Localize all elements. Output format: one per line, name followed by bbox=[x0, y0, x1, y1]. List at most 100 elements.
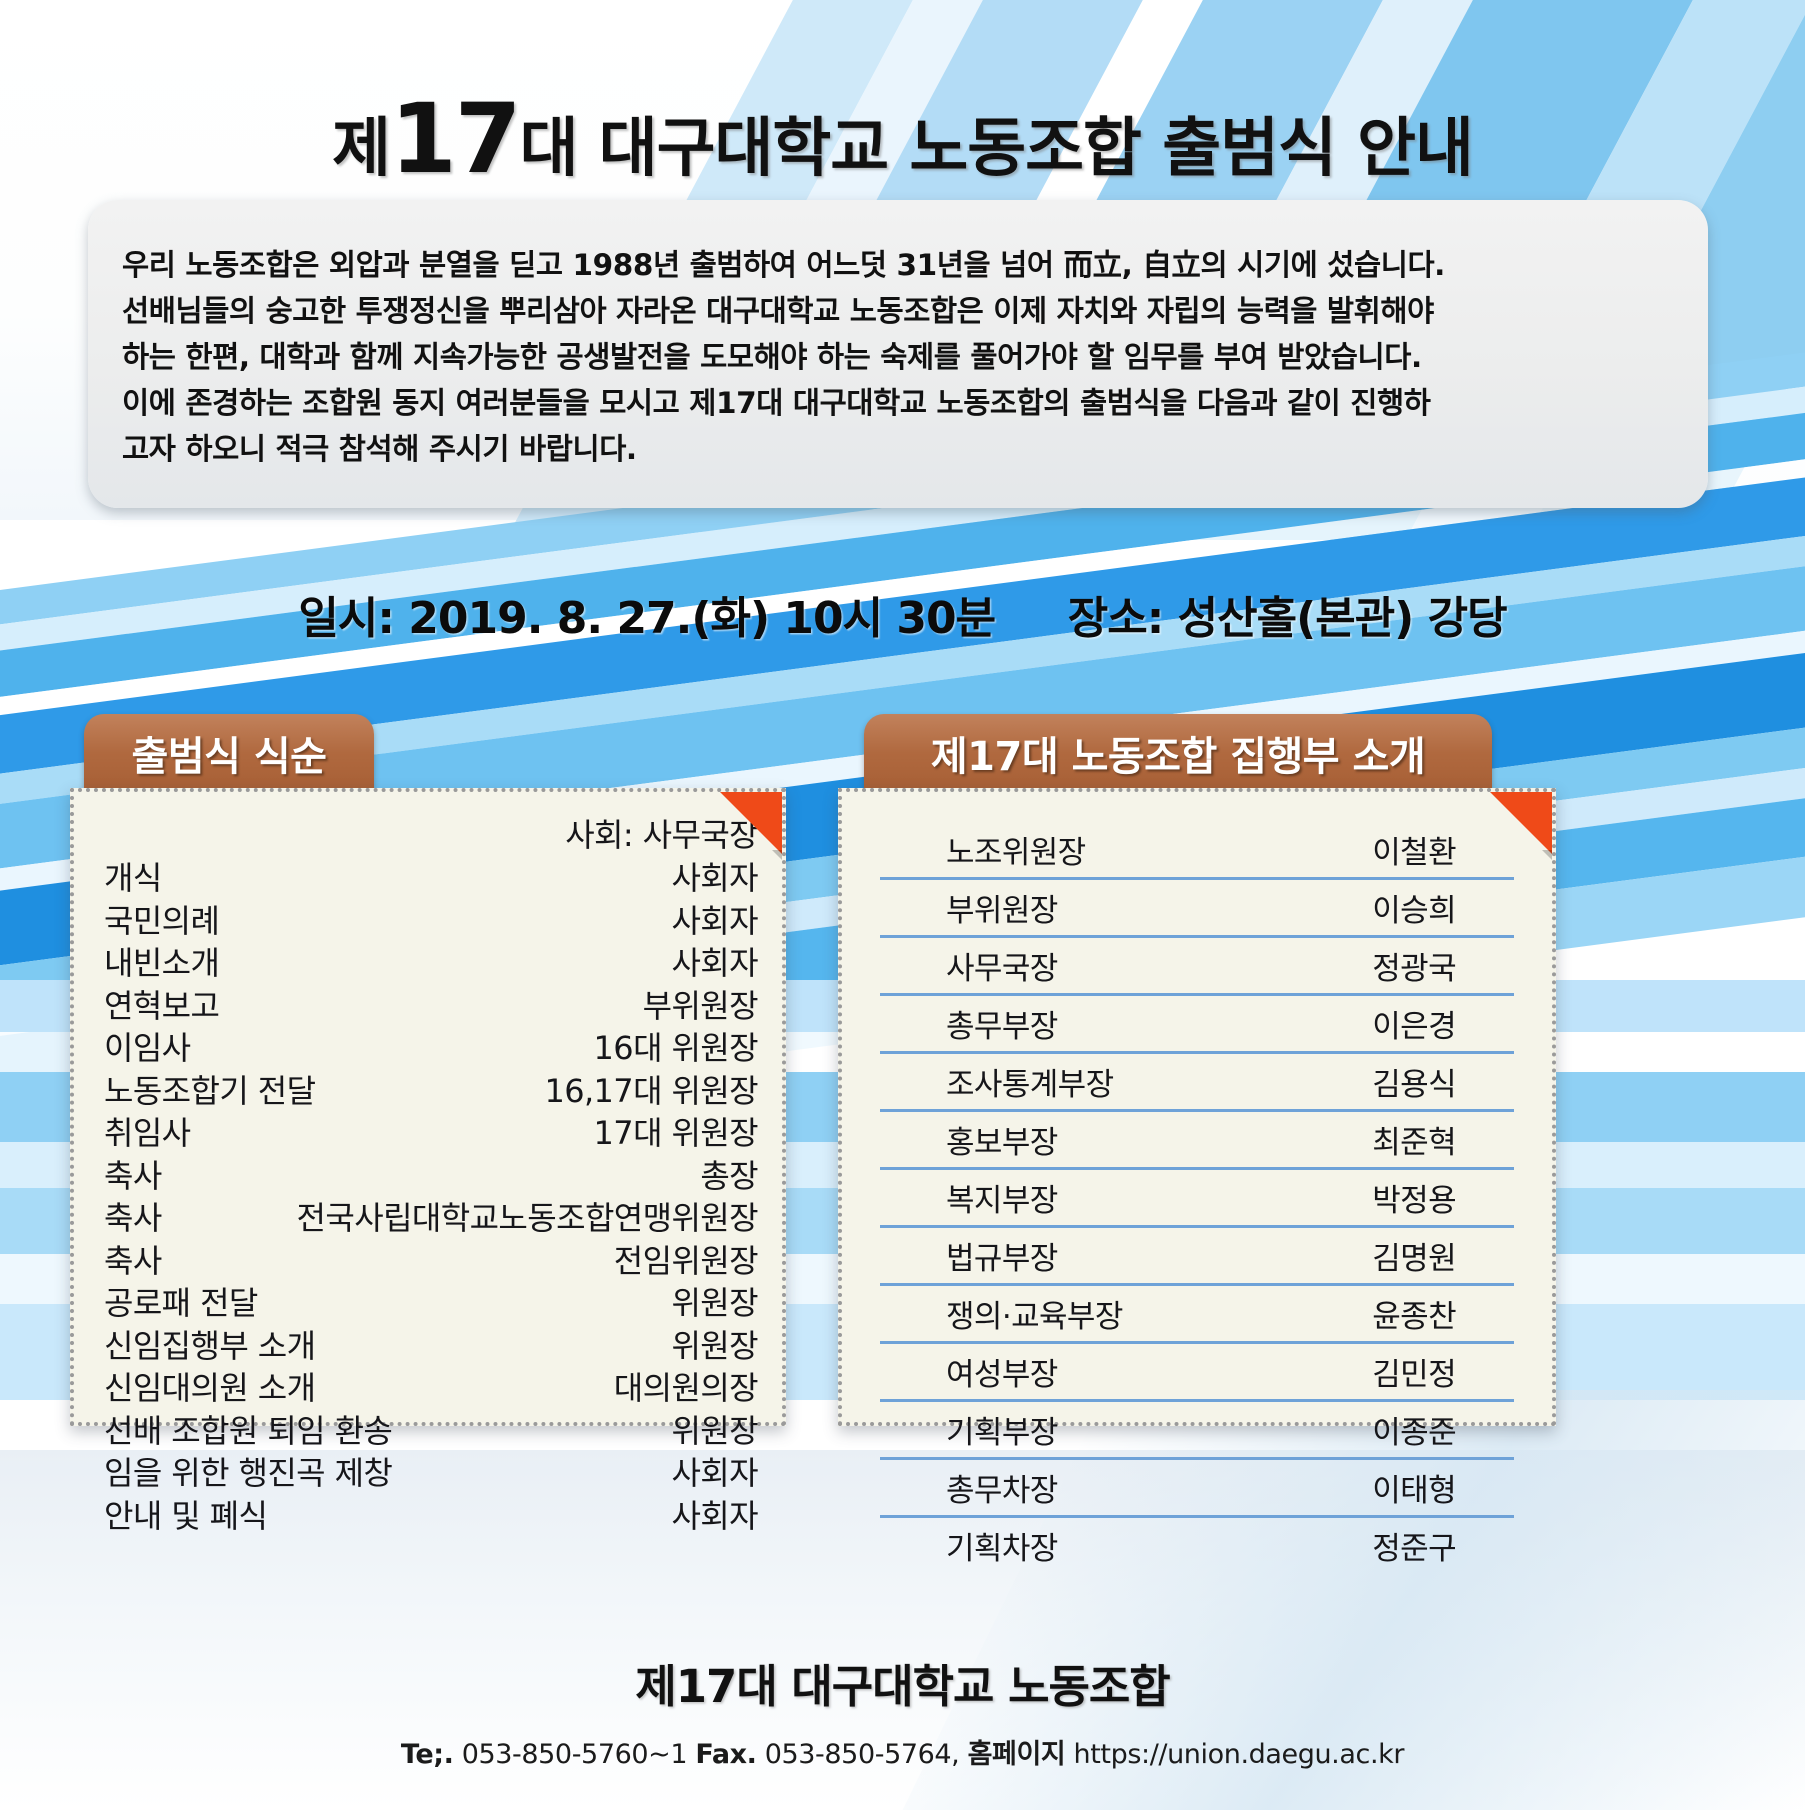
program-item-role: 부위원장 bbox=[642, 986, 759, 1025]
program-row: 이임사 16대 위원장 bbox=[104, 1027, 759, 1070]
program-item-name: 신임집행부 소개 bbox=[104, 1326, 316, 1365]
officer-name: 이은경 bbox=[1280, 994, 1514, 1054]
program-row: 개식 사회자 bbox=[104, 857, 759, 900]
officer-name: 이철환 bbox=[1280, 822, 1514, 880]
program-item-role: 사회자 bbox=[671, 1454, 758, 1492]
program-item-role: 16,17대 위원장 bbox=[544, 1071, 758, 1110]
page-corner-icon bbox=[720, 792, 782, 854]
officer-position: 부위원장 bbox=[880, 878, 1281, 938]
program-item-role: 위원장 bbox=[671, 1326, 758, 1365]
program-item-name: 신임대의원 소개 bbox=[104, 1369, 316, 1407]
officers-tab-label: 제17대 노동조합 집행부 소개 bbox=[864, 714, 1492, 792]
program-row: 국민의례 사회자 bbox=[104, 900, 759, 943]
officer-position: 사무국장 bbox=[880, 936, 1281, 996]
message-line-1: 우리 노동조합은 외압과 분열을 딛고 1988년 출범하여 어느덧 31년을 … bbox=[122, 248, 1445, 282]
homepage-url[interactable]: https://union.daegu.ac.kr bbox=[1073, 1739, 1405, 1770]
officer-name: 윤종찬 bbox=[1280, 1284, 1514, 1344]
officer-row: 부위원장 이승희 bbox=[880, 878, 1514, 938]
program-item-name: 국민의례 bbox=[104, 901, 220, 940]
officer-name: 정광국 bbox=[1280, 936, 1514, 996]
program-row: 노동조합기 전달 16,17대 위원장 bbox=[104, 1070, 759, 1113]
program-mc-note: 사회: 사무국장 bbox=[565, 816, 758, 854]
officer-row: 총무부장 이은경 bbox=[880, 994, 1514, 1054]
program-panel: 출범식 식순 사회: 사무국장 개식 사회자 국민의례 사회자 내빈소개 사회자 연혁보고 부… bbox=[70, 714, 786, 1535]
message-line-4: 이에 존경하는 조합원 동지 여러분들을 모시고 제17대 대구대학교 노동조합… bbox=[122, 386, 1431, 420]
officer-name: 김용식 bbox=[1280, 1052, 1514, 1112]
program-row: 축사 전국사립대학교노동조합연맹위원장 bbox=[104, 1197, 759, 1240]
program-row: 축사 총장 bbox=[104, 1155, 759, 1198]
program-item-role: 전국사립대학교노동조합연맹위원장 bbox=[296, 1199, 759, 1237]
officer-position: 기획차장 bbox=[946, 1531, 1058, 1567]
officer-name: 박정용 bbox=[1280, 1168, 1514, 1228]
officer-row: 여성부장 김민정 bbox=[880, 1342, 1514, 1402]
officer-row: 총무차장 이태형 bbox=[880, 1458, 1514, 1518]
officer-position: 복지부장 bbox=[880, 1168, 1281, 1228]
officer-name: 김명원 bbox=[1280, 1226, 1514, 1286]
program-panel-body: 사회: 사무국장 개식 사회자 국민의례 사회자 내빈소개 사회자 연혁보고 부위원장 이임사 1… bbox=[70, 788, 786, 1535]
officer-row: 법규부장 김명원 bbox=[880, 1226, 1514, 1286]
program-item-name: 축사 bbox=[104, 1199, 162, 1237]
title-number: 17 bbox=[389, 83, 522, 196]
program-item-name: 축사 bbox=[104, 1241, 162, 1280]
officer-row: 사무국장 정광국 bbox=[880, 936, 1514, 996]
officer-name: 이승희 bbox=[1280, 878, 1514, 938]
officers-panel: 제17대 노동조합 집행부 소개 노조위원장 이철환 부위원장 이승희 사무국장 정광국 총… bbox=[838, 714, 1556, 1567]
program-item-name: 임을 위한 행진곡 제창 bbox=[104, 1454, 393, 1492]
page-corner-fold-icon bbox=[772, 850, 782, 860]
officers-panel-body: 노조위원장 이철환 부위원장 이승희 사무국장 정광국 총무부장 이은경 조사통계부장 김용식 홍보… bbox=[838, 788, 1556, 1567]
officer-row: 조사통계부장 김용식 bbox=[880, 1052, 1514, 1112]
program-row: 취임사 17대 위원장 bbox=[104, 1112, 759, 1155]
footer-contact: Te;. 053-850-5760~1 Fax. 053-850-5764, 홈… bbox=[0, 1732, 1805, 1771]
program-row: 공로패 전달 위원장 bbox=[104, 1282, 759, 1325]
message-card: 우리 노동조합은 외압과 분열을 딛고 1988년 출범하여 어느덧 31년을 … bbox=[88, 200, 1708, 508]
program-item-role: 위원장 bbox=[671, 1411, 758, 1450]
officer-position: 여성부장 bbox=[880, 1342, 1281, 1402]
program-row: 선배 조합원 퇴임 환송 위원장 bbox=[104, 1410, 759, 1453]
event-datetime: 일시: 2019. 8. 27.(화) 10시 30분 bbox=[298, 593, 996, 644]
officer-row: 쟁의·교육부장 윤종찬 bbox=[880, 1284, 1514, 1344]
page-corner-fold-icon bbox=[1542, 850, 1552, 860]
program-item-name: 축사 bbox=[104, 1156, 162, 1195]
officer-row: 복지부장 박정용 bbox=[880, 1168, 1514, 1228]
program-item-name: 이임사 bbox=[104, 1029, 191, 1067]
message-line-3: 하는 한편, 대학과 함께 지속가능한 공생발전을 도모해야 하는 숙제를 풀어… bbox=[122, 340, 1422, 374]
page-corner-icon bbox=[1490, 792, 1552, 854]
program-item-name: 공로패 전달 bbox=[104, 1284, 258, 1322]
fax-label: Fax. bbox=[695, 1739, 757, 1770]
program-item-role: 전임위원장 bbox=[613, 1241, 759, 1280]
program-item-role: 16대 위원장 bbox=[593, 1029, 759, 1067]
program-row: 신임집행부 소개 위원장 bbox=[104, 1325, 759, 1368]
officer-position: 총무부장 bbox=[880, 994, 1281, 1054]
event-info: 일시: 2019. 8. 27.(화) 10시 30분 장소: 성산홀(본관) … bbox=[0, 582, 1805, 646]
title-rest: 대 대구대학교 노동조합 출범식 안내 bbox=[519, 112, 1474, 187]
message-line-2: 선배님들의 숭고한 투쟁정신을 뿌리삼아 자라온 대구대학교 노동조합은 이제 … bbox=[122, 294, 1434, 328]
program-row: 내빈소개 사회자 bbox=[104, 942, 759, 985]
officers-table: 노조위원장 이철환 부위원장 이승희 사무국장 정광국 총무부장 이은경 조사통계부장 김용식 홍보… bbox=[880, 822, 1514, 1573]
program-tab-label: 출범식 식순 bbox=[84, 714, 374, 792]
program-item-role: 사회자 bbox=[671, 944, 758, 982]
program-row: 축사 전임위원장 bbox=[104, 1240, 759, 1283]
program-item-role: 위원장 bbox=[671, 1284, 758, 1322]
program-item-name: 연혁보고 bbox=[104, 986, 220, 1025]
title-prefix: 제 bbox=[332, 112, 391, 187]
officer-position: 총무차장 bbox=[880, 1458, 1281, 1518]
homepage-label: 홈페이지 bbox=[967, 1739, 1066, 1770]
page-title: 제17대 대구대학교 노동조합 출범식 안내 bbox=[0, 83, 1805, 195]
officer-name: 이종준 bbox=[1280, 1400, 1514, 1460]
program-item-role: 사회자 bbox=[671, 859, 758, 897]
officer-position: 법규부장 bbox=[880, 1226, 1281, 1286]
footer-organization: 제17대 대구대학교 노동조합 bbox=[635, 1660, 1170, 1713]
officer-name: 이태형 bbox=[1280, 1458, 1514, 1518]
officer-position: 기획부장 bbox=[880, 1400, 1281, 1460]
program-item-name: 노동조합기 전달 bbox=[104, 1071, 316, 1110]
program-item-role: 17대 위원장 bbox=[593, 1114, 759, 1152]
officer-row: 기획부장 이종준 bbox=[880, 1400, 1514, 1460]
officer-position: 조사통계부장 bbox=[880, 1052, 1281, 1112]
officer-position: 노조위원장 bbox=[880, 822, 1281, 880]
officer-name: 김민정 bbox=[1280, 1342, 1514, 1402]
program-item-role: 총장 bbox=[700, 1156, 758, 1195]
program-row: 임을 위한 행진곡 제창 사회자 bbox=[104, 1452, 759, 1495]
officer-row: 홍보부장 최준혁 bbox=[880, 1110, 1514, 1170]
message-body: 우리 노동조합은 외압과 분열을 딛고 1988년 출범하여 어느덧 31년을 … bbox=[122, 242, 1674, 472]
fax-number: 053-850-5764, bbox=[764, 1739, 960, 1770]
